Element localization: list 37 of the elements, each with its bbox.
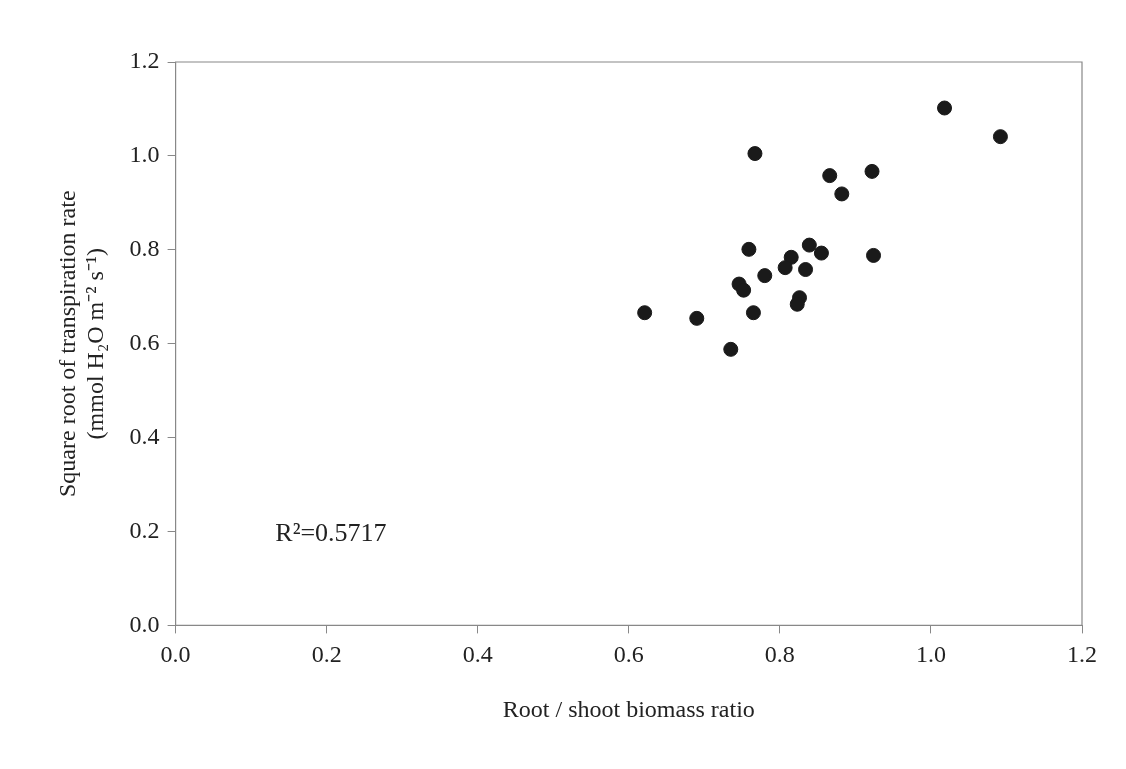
annotation: R²=0.5717 bbox=[275, 517, 387, 547]
x-tick-label: 0.4 bbox=[462, 641, 493, 668]
point bbox=[637, 305, 653, 321]
point bbox=[798, 262, 814, 278]
x-axis-title: Root / shoot biomass ratio bbox=[502, 695, 755, 722]
x-tick-label: 0.6 bbox=[613, 641, 644, 668]
point bbox=[777, 260, 793, 276]
x-tick-label: 1.2 bbox=[1067, 641, 1097, 668]
point bbox=[864, 163, 880, 179]
point bbox=[937, 100, 953, 116]
point bbox=[866, 247, 882, 263]
point bbox=[747, 146, 763, 162]
point bbox=[741, 241, 757, 257]
y-tick-label: 0.0 bbox=[129, 610, 160, 637]
point bbox=[689, 310, 705, 326]
point bbox=[745, 305, 761, 321]
x-tick-label: 0.0 bbox=[160, 641, 191, 668]
point bbox=[813, 245, 829, 261]
x-tick-label: 0.8 bbox=[764, 641, 795, 668]
point bbox=[789, 296, 805, 312]
x-tick-label: 1.0 bbox=[915, 641, 946, 668]
point bbox=[834, 186, 850, 202]
point bbox=[822, 168, 838, 184]
y-axis-title: Square root of transpiration rate (mmol H₂O m⁻² s⁻¹) bbox=[53, 190, 109, 497]
x-tick-label: 0.2 bbox=[311, 641, 342, 668]
point bbox=[783, 249, 799, 265]
point bbox=[992, 129, 1008, 145]
point bbox=[723, 341, 739, 357]
y-tick-label: 0.6 bbox=[129, 329, 160, 355]
point bbox=[736, 282, 752, 298]
y-tick-label: 1.2 bbox=[129, 47, 160, 74]
y-tick-label: 0.8 bbox=[129, 235, 160, 262]
point bbox=[801, 237, 817, 253]
y-tick-label: 1.0 bbox=[129, 141, 160, 168]
y-tick-label: 0.2 bbox=[129, 516, 160, 543]
y-tick-label: 0.4 bbox=[129, 422, 160, 449]
point bbox=[757, 268, 773, 284]
